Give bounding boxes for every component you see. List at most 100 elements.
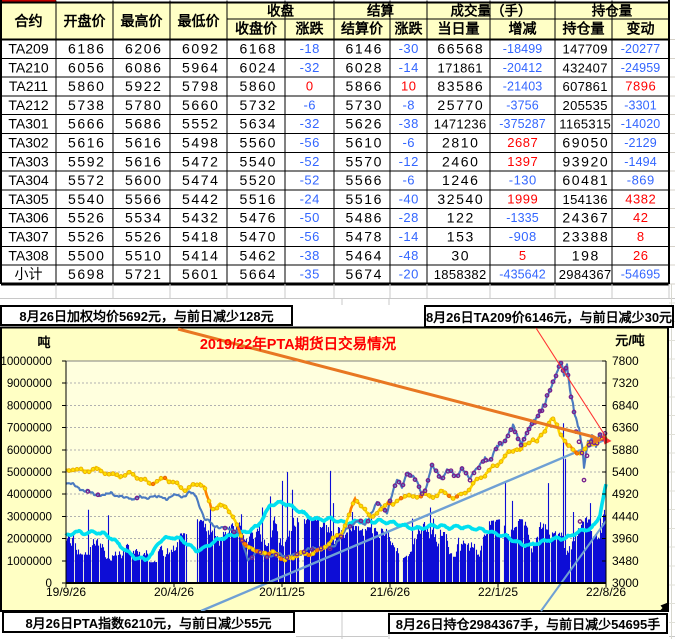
svg-text:-48: -48 [399, 248, 419, 263]
svg-text:5400: 5400 [612, 465, 639, 479]
svg-text:-40: -40 [399, 191, 419, 206]
svg-text:-32: -32 [300, 116, 320, 131]
svg-text:-435642: -435642 [499, 268, 546, 282]
svg-text:持仓量: 持仓量 [592, 2, 633, 18]
svg-text:-6: -6 [402, 173, 415, 188]
svg-text:5526: 5526 [68, 229, 106, 245]
svg-text:10000000: 10000000 [0, 355, 52, 368]
svg-text:5470: 5470 [240, 229, 278, 245]
svg-text:1165315: 1165315 [559, 117, 611, 132]
svg-text:TA212: TA212 [8, 97, 48, 113]
svg-text:3000000: 3000000 [7, 510, 52, 523]
svg-text:25770: 25770 [437, 97, 484, 113]
svg-text:1246: 1246 [442, 172, 480, 188]
svg-text:-20: -20 [399, 267, 419, 282]
svg-text:5520: 5520 [240, 172, 278, 188]
svg-text:6206: 6206 [125, 41, 163, 57]
svg-text:1397: 1397 [507, 154, 538, 169]
svg-text:-38: -38 [399, 116, 419, 131]
svg-text:153: 153 [447, 229, 475, 245]
svg-text:-21403: -21403 [503, 80, 543, 94]
svg-text:5000000: 5000000 [7, 466, 52, 479]
svg-text:5464: 5464 [346, 247, 384, 263]
svg-text:171861: 171861 [438, 60, 483, 75]
svg-text:-14: -14 [399, 229, 419, 244]
svg-text:-56: -56 [300, 135, 320, 150]
svg-text:4000000: 4000000 [7, 488, 52, 501]
svg-text:5780: 5780 [125, 97, 163, 113]
svg-text:-3301: -3301 [624, 98, 656, 112]
svg-text:6092: 6092 [182, 41, 220, 57]
svg-text:1999: 1999 [507, 191, 538, 206]
svg-text:607861: 607861 [563, 79, 608, 94]
svg-text:5: 5 [519, 248, 527, 263]
svg-text:5616: 5616 [68, 135, 106, 151]
svg-text:收盘: 收盘 [267, 2, 294, 18]
svg-text:1858382: 1858382 [434, 267, 487, 282]
svg-text:5721: 5721 [125, 266, 163, 282]
svg-text:6186: 6186 [68, 41, 106, 57]
svg-text:5486: 5486 [346, 210, 384, 226]
svg-text:5732: 5732 [240, 97, 278, 113]
svg-text:TA305: TA305 [8, 191, 48, 207]
svg-text:TA209: TA209 [8, 41, 48, 57]
svg-text:-38: -38 [300, 248, 320, 263]
svg-text:22/1/25: 22/1/25 [478, 585, 518, 599]
svg-text:1000000: 1000000 [7, 555, 52, 568]
svg-text:收盘价: 收盘价 [235, 20, 278, 36]
svg-text:6840: 6840 [612, 398, 639, 412]
svg-text:-6: -6 [303, 97, 316, 112]
svg-text:205535: 205535 [563, 98, 608, 113]
svg-text:最低价: 最低价 [178, 13, 221, 29]
svg-text:开盘价: 开盘价 [64, 13, 107, 29]
svg-text:8: 8 [637, 229, 645, 244]
svg-text:TA308: TA308 [8, 247, 48, 263]
svg-text:6146: 6146 [346, 41, 384, 57]
svg-text:4382: 4382 [625, 191, 656, 206]
svg-text:5730: 5730 [346, 97, 384, 113]
svg-text:5560: 5560 [240, 135, 278, 151]
svg-text:-56: -56 [300, 229, 320, 244]
svg-text:5474: 5474 [182, 172, 220, 188]
svg-text:当日量: 当日量 [438, 20, 480, 36]
svg-text:5616: 5616 [125, 135, 163, 151]
svg-text:432407: 432407 [563, 60, 608, 75]
svg-text:5666: 5666 [68, 116, 106, 132]
svg-text:5414: 5414 [182, 247, 220, 263]
svg-text:-24959: -24959 [621, 61, 661, 75]
svg-text:小计: 小计 [15, 266, 43, 282]
svg-text:5592: 5592 [68, 153, 106, 169]
svg-text:20/11/25: 20/11/25 [259, 585, 305, 599]
svg-text:合约: 合约 [15, 13, 43, 29]
svg-text:10: 10 [401, 79, 416, 94]
svg-text:5526: 5526 [68, 210, 106, 226]
svg-text:-20277: -20277 [621, 42, 661, 56]
svg-text:60481: 60481 [562, 172, 609, 188]
svg-text:22/8/26: 22/8/26 [586, 585, 626, 599]
svg-text:吨: 吨 [37, 335, 50, 350]
svg-text:5880: 5880 [612, 443, 639, 457]
svg-text:TA301: TA301 [8, 116, 48, 132]
svg-text:154136: 154136 [563, 192, 608, 207]
svg-text:-3756: -3756 [506, 98, 538, 112]
svg-text:0: 0 [46, 577, 52, 590]
svg-text:30: 30 [451, 247, 470, 263]
svg-text:5540: 5540 [240, 153, 278, 169]
svg-text:最高价: 最高价 [121, 13, 164, 29]
svg-text:3960: 3960 [612, 532, 639, 546]
svg-text:3000: 3000 [612, 576, 639, 590]
svg-text:5572: 5572 [68, 172, 106, 188]
svg-text:5626: 5626 [346, 116, 384, 132]
svg-text:5476: 5476 [240, 210, 278, 226]
svg-text:TA211: TA211 [9, 78, 48, 94]
svg-text:5616: 5616 [125, 153, 163, 169]
svg-text:5866: 5866 [346, 78, 384, 94]
svg-text:5922: 5922 [125, 78, 163, 94]
svg-text:TA303: TA303 [8, 153, 48, 169]
svg-text:TA307: TA307 [8, 229, 48, 245]
svg-text:147709: 147709 [563, 42, 608, 57]
svg-text:元/吨: 元/吨 [615, 333, 645, 348]
svg-text:19/9/26: 19/9/26 [46, 585, 86, 599]
svg-text:69050: 69050 [562, 135, 609, 151]
svg-text:198: 198 [572, 247, 600, 263]
